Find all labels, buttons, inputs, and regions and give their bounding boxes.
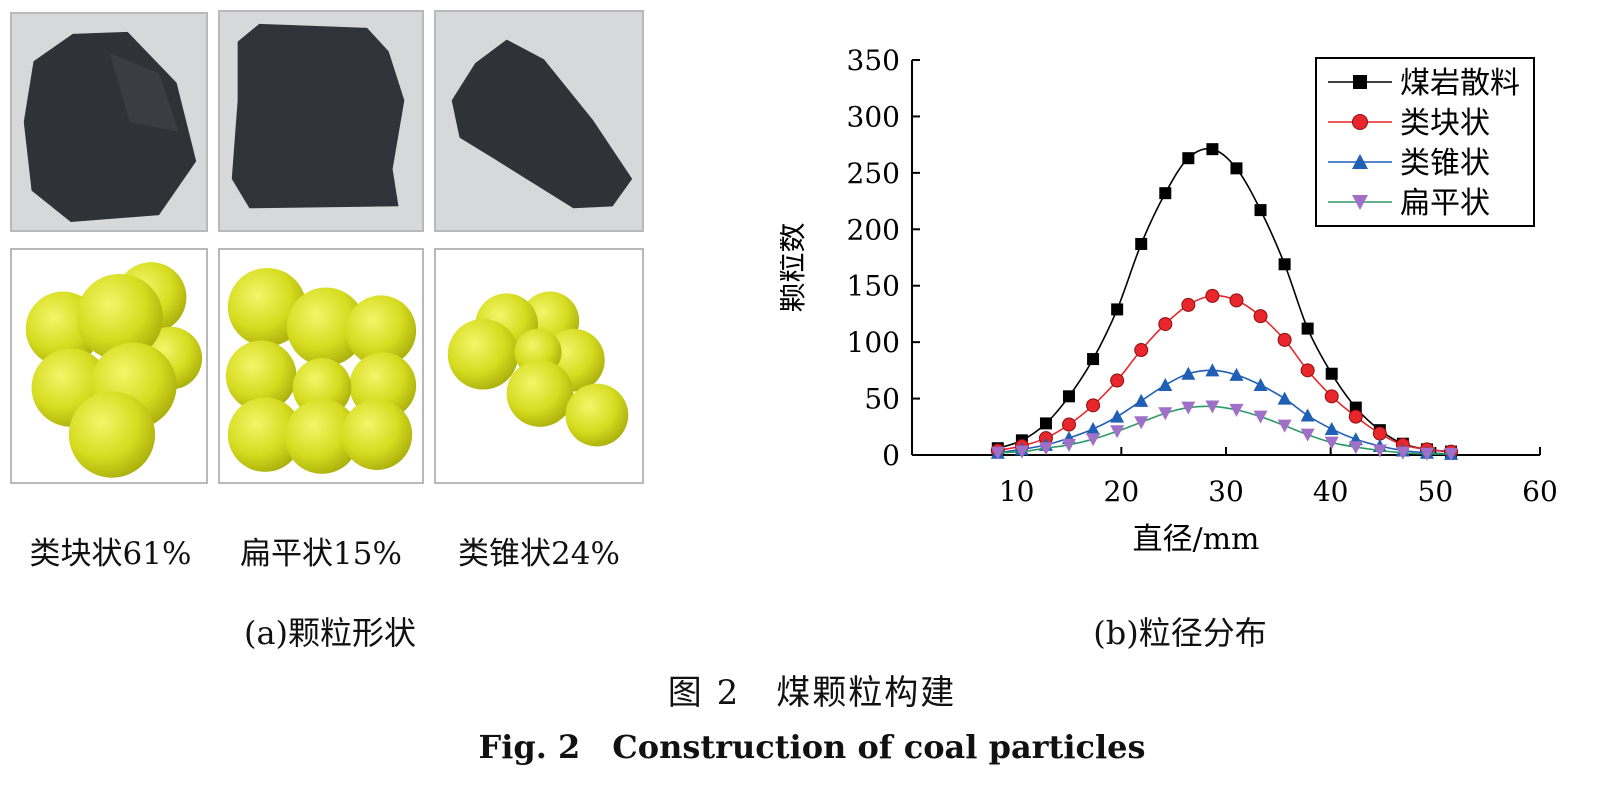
data-point xyxy=(1159,187,1172,200)
data-point xyxy=(1324,436,1339,450)
figure-caption-cn: 图 2 煤颗粒构建 xyxy=(667,673,957,713)
panel-b-caption: (b)粒径分布 xyxy=(1093,614,1267,652)
data-point xyxy=(1300,408,1315,422)
data-point xyxy=(1134,343,1149,358)
particle-size-chart: 0 50 100 150 200 250 300 350 10 20 30 40 50 60 直径/mm 颗粒… xyxy=(780,44,1558,557)
data-point xyxy=(1325,367,1338,380)
data-point xyxy=(1277,419,1292,433)
data-point xyxy=(1205,288,1220,303)
coal-photo-conical xyxy=(434,10,644,232)
data-point xyxy=(1158,378,1173,392)
data-point xyxy=(990,446,1005,460)
data-point xyxy=(1300,363,1315,378)
data-point xyxy=(1254,204,1267,217)
y-tick-label: 50 xyxy=(864,383,900,416)
data-point xyxy=(1229,367,1244,381)
x-tick-label: 20 xyxy=(1104,475,1140,508)
data-point xyxy=(1352,114,1368,130)
data-point xyxy=(1181,401,1196,415)
data-point xyxy=(1206,143,1219,156)
x-tick-label: 30 xyxy=(1208,475,1244,508)
coal-photo-blocky xyxy=(10,12,208,232)
y-axis-label: 颗粒数 xyxy=(780,223,810,313)
data-point xyxy=(1111,303,1124,316)
data-point xyxy=(1063,390,1075,403)
data-point xyxy=(1301,322,1314,335)
data-point xyxy=(1086,398,1101,413)
y-tick-label: 300 xyxy=(847,100,900,133)
y-tick-label: 200 xyxy=(847,213,900,246)
y-tick-label: 100 xyxy=(847,326,900,359)
data-point xyxy=(1277,391,1292,405)
data-point xyxy=(1205,363,1220,377)
data-point xyxy=(1253,378,1268,392)
data-point xyxy=(1278,258,1291,271)
data-point xyxy=(1062,438,1076,452)
data-point xyxy=(1444,447,1459,461)
data-point xyxy=(1087,353,1100,366)
x-tick-label: 60 xyxy=(1522,475,1558,508)
legend-label: 类块状 xyxy=(1400,106,1490,141)
panel-a-caption: (a)颗粒形状 xyxy=(243,614,417,652)
legend-label: 扁平状 xyxy=(1400,186,1490,221)
data-point xyxy=(1277,332,1292,347)
panel-a: 类块状61% 扁平状15% 类锥状24% xyxy=(8,8,668,572)
sphere-model-blocky xyxy=(10,248,208,484)
sphere-model-conical xyxy=(434,248,644,484)
data-point xyxy=(1181,297,1196,312)
shape-label-blocky: 类块状61% xyxy=(29,536,192,572)
y-tick-label: 0 xyxy=(882,439,900,472)
x-tick-label: 10 xyxy=(999,475,1035,508)
data-point xyxy=(1062,417,1076,432)
y-tick-label: 250 xyxy=(847,157,900,190)
data-point xyxy=(1372,426,1387,441)
y-tick-label: 150 xyxy=(847,270,900,303)
data-point xyxy=(1086,433,1101,447)
y-tick-label: 350 xyxy=(847,44,900,77)
coal-photo-flat xyxy=(218,10,424,232)
data-point xyxy=(1039,417,1052,430)
data-point xyxy=(1230,162,1243,175)
data-point xyxy=(1110,425,1125,439)
legend-box xyxy=(1315,57,1535,227)
x-tick-label: 40 xyxy=(1313,475,1349,508)
data-point xyxy=(1158,317,1173,332)
x-axis-label: 直径/mm xyxy=(1132,522,1259,557)
data-point xyxy=(1353,75,1367,89)
data-point xyxy=(1419,447,1434,461)
data-point xyxy=(1134,416,1149,430)
data-point xyxy=(1014,445,1029,459)
data-point xyxy=(1372,444,1387,458)
data-point xyxy=(1110,373,1125,388)
data-point xyxy=(1352,154,1368,169)
data-point xyxy=(1348,441,1363,455)
data-point xyxy=(1086,422,1101,436)
data-point xyxy=(1229,403,1244,417)
data-point xyxy=(1181,366,1196,380)
data-point xyxy=(1134,393,1149,407)
data-point xyxy=(1253,309,1268,324)
data-point xyxy=(1324,389,1339,404)
data-point xyxy=(1229,293,1244,308)
data-point xyxy=(1300,428,1315,442)
data-point xyxy=(1205,400,1220,414)
data-point xyxy=(1135,237,1148,250)
data-point xyxy=(1352,195,1368,210)
shape-label-conical: 类锥状24% xyxy=(458,536,620,572)
data-point xyxy=(1348,409,1363,424)
data-point xyxy=(1324,422,1339,436)
data-point xyxy=(1395,446,1410,460)
data-point xyxy=(1110,409,1125,423)
legend-label: 煤岩散料 xyxy=(1400,66,1520,101)
data-point xyxy=(1182,152,1195,165)
data-point xyxy=(1253,410,1268,424)
data-point xyxy=(1158,407,1173,421)
x-tick-label: 50 xyxy=(1418,475,1454,508)
legend-label: 类锥状 xyxy=(1400,146,1490,181)
figure-caption-en: Fig. 2 Construction of coal particles xyxy=(478,728,1146,766)
data-point xyxy=(1038,442,1053,456)
sphere-model-flat xyxy=(218,248,424,484)
shape-label-flat: 扁平状15% xyxy=(240,536,402,572)
